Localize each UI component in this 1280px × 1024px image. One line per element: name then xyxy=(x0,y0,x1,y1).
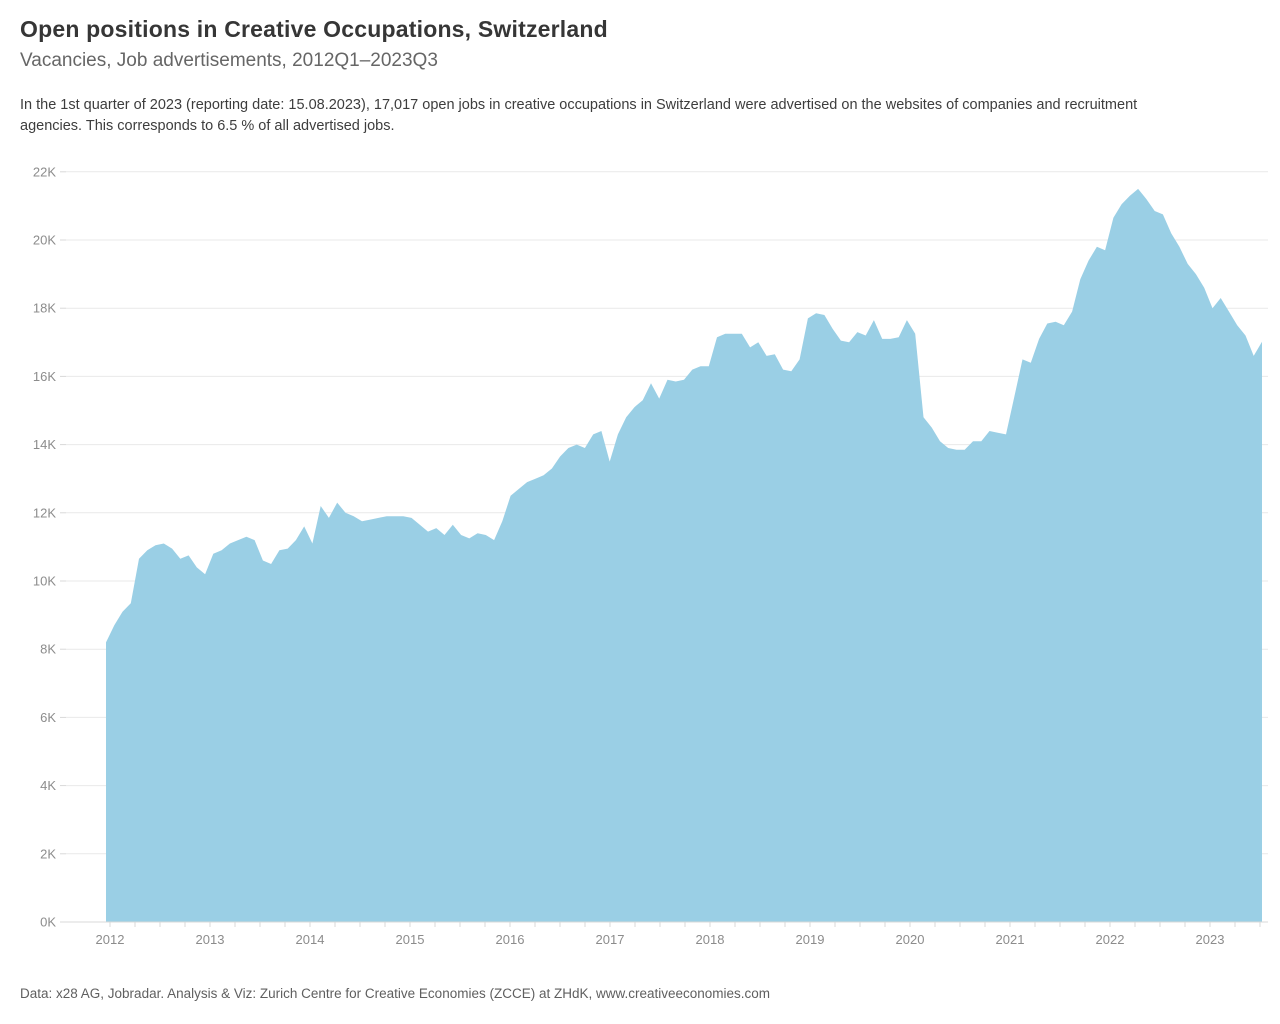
y-axis-label: 22K xyxy=(33,164,56,179)
chart-description: In the 1st quarter of 2023 (reporting da… xyxy=(20,97,1138,134)
y-axis-label: 20K xyxy=(33,233,56,248)
chart-header: Open positions in Creative Occupations, … xyxy=(20,16,1260,137)
x-axis-label: 2014 xyxy=(296,932,325,947)
x-axis-label: 2020 xyxy=(896,932,925,947)
y-axis-label: 18K xyxy=(33,301,56,316)
x-axis-label: 2023 xyxy=(1196,932,1225,947)
x-axis-label: 2019 xyxy=(796,932,825,947)
x-axis-label: 2012 xyxy=(96,932,125,947)
y-axis-label: 2K xyxy=(40,846,56,861)
x-axis-label: 2021 xyxy=(996,932,1025,947)
y-axis-label: 12K xyxy=(33,505,56,520)
y-axis-label: 8K xyxy=(40,642,56,657)
x-axis-label: 2013 xyxy=(196,932,225,947)
y-axis-label: 4K xyxy=(40,778,56,793)
x-axis-label: 2018 xyxy=(696,932,725,947)
source-credit: Data: x28 AG, Jobradar. Analysis & Viz: … xyxy=(20,986,771,1001)
y-axis-label: 6K xyxy=(40,710,56,725)
page-subtitle: Vacancies, Job advertisements, 2012Q1–20… xyxy=(20,50,438,71)
x-axis-label: 2015 xyxy=(396,932,425,947)
y-axis-label: 10K xyxy=(33,574,56,589)
y-axis-label: 0K xyxy=(40,915,56,930)
vacancies-area-mark[interactable] xyxy=(106,188,1262,922)
x-axis-label: 2016 xyxy=(496,932,525,947)
y-axis-label: 14K xyxy=(33,437,56,452)
y-axis-label: 16K xyxy=(33,369,56,384)
page-title: Open positions in Creative Occupations, … xyxy=(20,16,608,42)
x-axis-label: 2017 xyxy=(596,932,625,947)
x-axis-label: 2022 xyxy=(1096,932,1125,947)
